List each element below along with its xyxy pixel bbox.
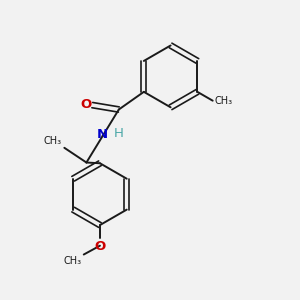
Text: CH₃: CH₃: [44, 136, 62, 146]
Text: H: H: [114, 127, 124, 140]
Text: O: O: [94, 240, 106, 253]
Text: O: O: [80, 98, 92, 111]
Text: CH₃: CH₃: [63, 256, 81, 266]
Text: CH₃: CH₃: [215, 96, 233, 106]
Text: N: N: [97, 128, 108, 141]
